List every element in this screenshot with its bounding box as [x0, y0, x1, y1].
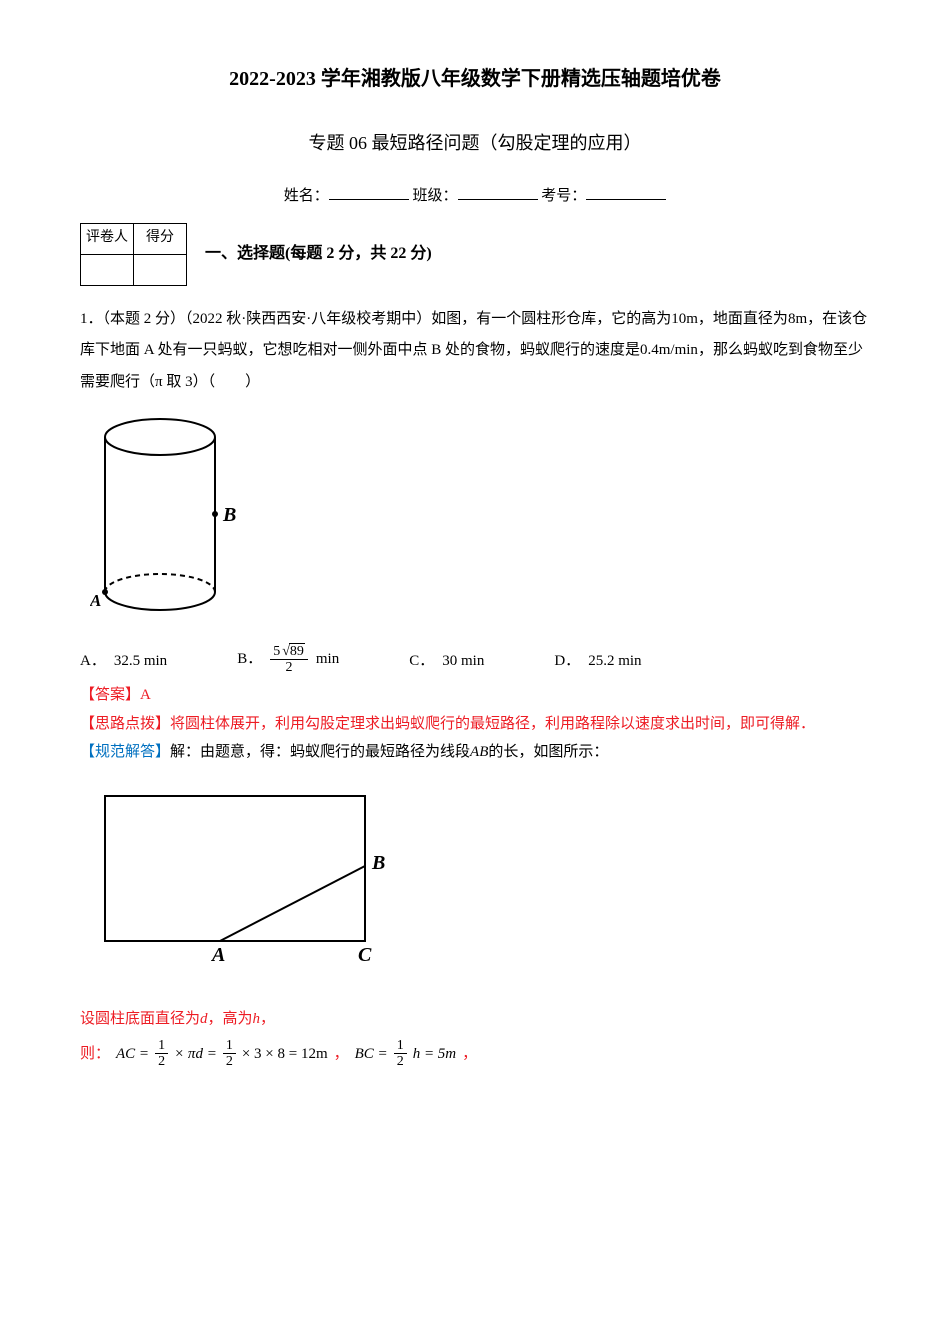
ac-mid1: × πd =: [174, 1040, 217, 1069]
let-text1: 设圆柱底面直径为: [80, 1011, 200, 1027]
option-c-label: C．: [409, 647, 434, 676]
then-line: 则： AC = 1 2 × πd = 1 2 × 3 × 8 = 12m ， B…: [80, 1038, 870, 1070]
q1-diam: 8m: [788, 311, 807, 327]
grade-cell-empty: [81, 254, 134, 285]
name-blank: [329, 184, 409, 200]
svg-text:B: B: [371, 852, 385, 874]
option-b: B． 5 89 2 min: [237, 643, 339, 676]
standard-answer-line: 【规范解答】解：由题意，得：蚂蚁爬行的最短路径为线段AB的长，如图所示：: [80, 738, 870, 767]
figure-unfolded-rect: A B C: [90, 781, 870, 992]
student-info-line: 姓名： 班级： 考号：: [80, 182, 870, 211]
bc-frac-den: 2: [394, 1054, 407, 1069]
hint-text: 将圆柱体展开，利用勾股定理求出蚂蚁爬行的最短路径，利用路程除以速度求出时间，即可…: [170, 716, 815, 732]
bc-frac-num: 1: [394, 1038, 407, 1054]
ac-frac2-den: 2: [223, 1054, 236, 1069]
var-d: d: [200, 1011, 208, 1027]
figure-cylinder: B A: [90, 412, 870, 633]
name-label: 姓名：: [284, 188, 329, 204]
grade-cell-empty: [134, 254, 187, 285]
question-1: 1．（本题 2 分）（2022 秋·陕西西安·八年级校考期中）如图，有一个圆柱形…: [80, 304, 870, 399]
option-b-rad: 89: [289, 643, 305, 659]
option-b-unit: min: [316, 645, 339, 674]
svg-text:C: C: [358, 944, 372, 966]
hint-block: 【思路点拨】将圆柱体展开，利用勾股定理求出蚂蚁爬行的最短路径，利用路程除以速度求…: [80, 710, 870, 739]
option-b-den: 2: [283, 660, 296, 675]
comma2: ，: [462, 1040, 477, 1069]
ac-frac1-num: 1: [155, 1038, 168, 1054]
svg-text:A: A: [90, 591, 101, 610]
grade-col-grader: 评卷人: [81, 223, 134, 254]
id-blank: [586, 184, 666, 200]
bc-rhs: h = 5m: [413, 1040, 456, 1069]
option-a-label: A．: [80, 647, 106, 676]
option-c-value: 30 min: [442, 647, 484, 676]
title-main: 2022-2023 学年湘教版八年级数学下册精选压轴题培优卷: [80, 60, 870, 98]
option-d: D． 25.2 min: [554, 647, 641, 676]
option-c: C． 30 min: [409, 647, 484, 676]
class-label: 班级：: [412, 188, 457, 204]
q1-options: A． 32.5 min B． 5 89 2 min C． 30 min D． 25…: [80, 643, 870, 676]
std-text1: 解：由题意，得：蚂蚁爬行的最短路径为线段: [170, 744, 470, 760]
let-line: 设圆柱底面直径为d，高为h，: [80, 1005, 870, 1034]
ac-lhs: AC =: [116, 1040, 149, 1069]
answer-label: 【答案】: [80, 687, 140, 703]
option-d-value: 25.2 min: [588, 647, 641, 676]
q1-speed: 0.4m/min: [640, 342, 698, 358]
answer-value: A: [140, 687, 151, 703]
svg-text:A: A: [210, 944, 225, 966]
grade-col-score: 得分: [134, 223, 187, 254]
comma1: ，: [334, 1040, 349, 1069]
section-header-row: 评卷人 得分 一、选择题(每题 2 分，共 22 分): [80, 223, 870, 286]
grade-table: 评卷人 得分: [80, 223, 187, 286]
q1-stem-prefix: 1．（本题 2 分）（2022 秋·陕西西安·八年级校考期中）如图，有一个圆柱形…: [80, 311, 671, 327]
then-label: 则：: [80, 1040, 110, 1069]
ac-frac1: 1 2: [155, 1038, 168, 1070]
bc-frac: 1 2: [394, 1038, 407, 1070]
std-text2: 的长，如图所示：: [488, 744, 608, 760]
var-h: h: [253, 1011, 261, 1027]
option-a: A． 32.5 min: [80, 647, 167, 676]
let-text2: ，高为: [208, 1011, 253, 1027]
option-d-label: D．: [554, 647, 580, 676]
id-label: 考号：: [541, 188, 586, 204]
q1-stem-mid1: ，地面直径为: [698, 311, 788, 327]
ac-mid2: × 3 × 8 = 12m: [242, 1040, 328, 1069]
q1-height: 10m: [671, 311, 698, 327]
svg-text:B: B: [222, 504, 236, 526]
ac-frac1-den: 2: [155, 1054, 168, 1069]
section-1-title: 一、选择题(每题 2 分，共 22 分): [205, 239, 432, 269]
sqrt-icon: 89: [280, 643, 305, 659]
class-blank: [458, 184, 538, 200]
option-b-num: 5: [273, 644, 280, 659]
ac-frac2: 1 2: [223, 1038, 236, 1070]
answer-line: 【答案】A: [80, 681, 870, 710]
let-text3: ，: [260, 1011, 275, 1027]
title-sub: 专题 06 最短路径问题（勾股定理的应用）: [80, 126, 870, 160]
option-a-value: 32.5 min: [114, 647, 167, 676]
std-label: 【规范解答】: [80, 744, 170, 760]
ac-frac2-num: 1: [223, 1038, 236, 1054]
hint-label: 【思路点拨】: [80, 716, 170, 732]
option-b-label: B．: [237, 645, 262, 674]
bc-lhs: BC =: [355, 1040, 388, 1069]
std-seg: AB: [470, 744, 488, 760]
option-b-frac: 5 89 2: [270, 643, 308, 676]
